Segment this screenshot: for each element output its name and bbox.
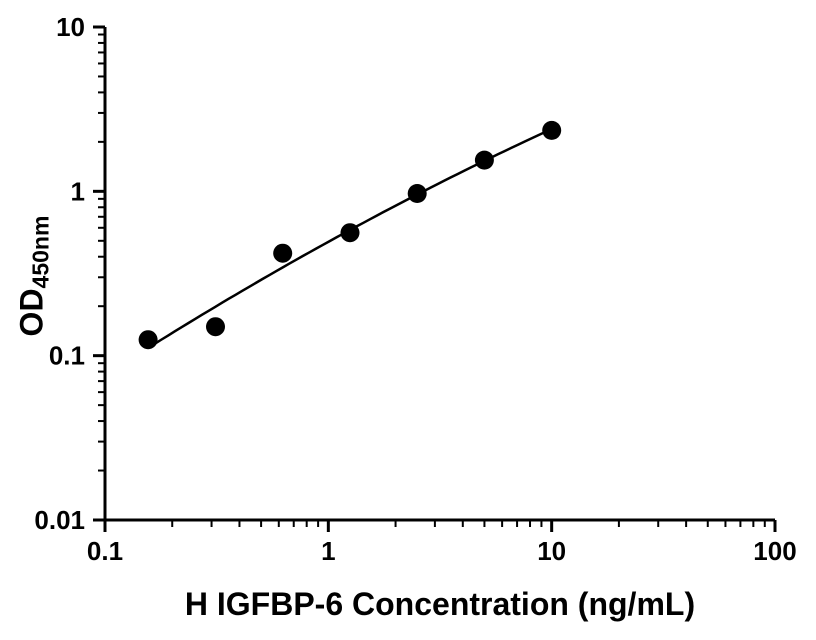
y-axis-title-sub: 450nm — [27, 215, 54, 289]
x-tick-label: 10 — [537, 536, 566, 566]
data-point — [138, 330, 158, 350]
y-tick-label: 0.01 — [34, 505, 85, 535]
data-point — [542, 120, 562, 140]
x-tick-label: 1 — [321, 536, 335, 566]
data-point — [340, 223, 360, 243]
data-point — [407, 184, 427, 203]
data-point — [273, 243, 293, 263]
data-point — [206, 317, 225, 337]
y-tick-label: 10 — [56, 12, 85, 42]
x-tick-label: 0.1 — [87, 536, 123, 566]
y-tick-label: 0.1 — [49, 341, 85, 371]
data-point — [474, 150, 494, 170]
x-tick-label: 100 — [753, 536, 796, 566]
axes — [103, 27, 775, 522]
x-axis-title: H IGFBP-6 Concentration (ng/mL) — [184, 586, 696, 622]
y-tick-label: 1 — [71, 176, 85, 206]
y-axis-title: OD450nm — [14, 216, 55, 337]
y-axis-title-main: OD — [13, 288, 50, 337]
